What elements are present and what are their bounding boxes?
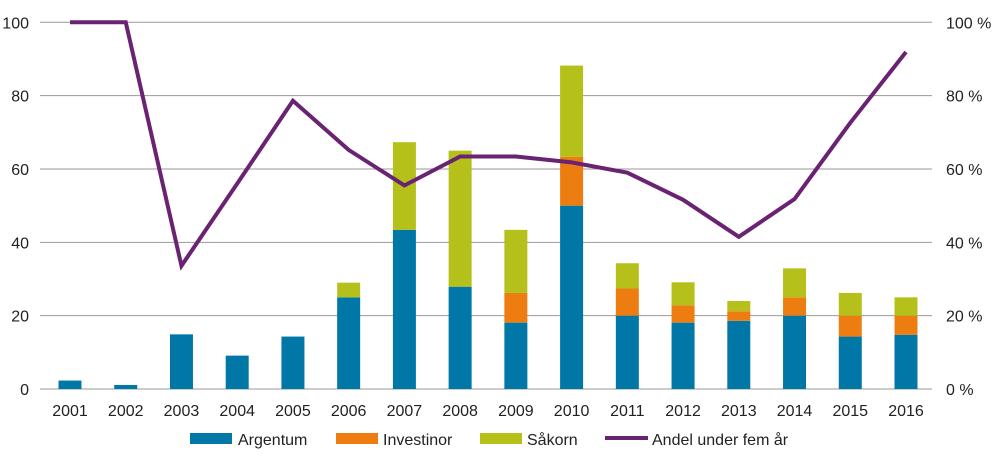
bar-argentum-2002 [114, 385, 137, 389]
legend-swatch-sakorn [480, 433, 522, 444]
bar-argentum-2012 [672, 323, 695, 389]
line-series [70, 22, 906, 266]
y-tick-label: 60 [11, 162, 29, 179]
y-axis-right: 0 % 20 % 40 % 60 % 80 % 100 % [946, 15, 991, 399]
bar-investinor-2014 [783, 297, 806, 315]
x-tick-label: 2016 [888, 403, 924, 420]
bar-argentum-2011 [616, 316, 639, 389]
y-axis-left: 0 20 40 60 80 100 [2, 15, 29, 399]
bar-skorn-2009 [504, 230, 527, 293]
bar-argentum-2009 [504, 323, 527, 389]
x-tick-label: 2003 [164, 403, 200, 420]
bar-argentum-2007 [393, 230, 416, 389]
x-tick-label: 2009 [498, 403, 534, 420]
bar-skorn-2016 [895, 297, 918, 315]
legend-label-sakorn: Såkorn [527, 431, 578, 449]
x-tick-label: 2015 [832, 403, 868, 420]
legend-swatch-argentum [190, 433, 232, 444]
bar-argentum-2013 [727, 321, 750, 389]
x-tick-label: 2014 [777, 403, 813, 420]
bar-skorn-2015 [839, 293, 862, 316]
bar-skorn-2008 [449, 151, 472, 287]
bar-argentum-2004 [226, 356, 249, 389]
y-tick-label: 80 [11, 89, 29, 106]
bar-skorn-2010 [560, 66, 583, 157]
x-tick-label: 2004 [219, 403, 255, 420]
bar-skorn-2013 [727, 301, 750, 311]
bar-investinor-2012 [672, 305, 695, 322]
bar-investinor-2015 [839, 316, 862, 337]
x-axis: 2001 2002 2003 2004 2005 2006 2007 2008 2009 2010… [52, 403, 924, 420]
bar-argentum-2001 [59, 381, 82, 389]
bar-skorn-2006 [337, 283, 360, 298]
bar-investinor-2009 [504, 293, 527, 323]
legend-swatch-investinor [336, 433, 378, 444]
y-tick-label: 20 [11, 309, 29, 326]
bar-argentum-2016 [895, 335, 918, 389]
x-tick-label: 2010 [554, 403, 590, 420]
bar-investinor-2016 [895, 316, 918, 335]
legend-label-argentum: Argentum [238, 432, 307, 449]
bar-investinor-2013 [727, 311, 750, 321]
bar-argentum-2003 [170, 334, 193, 389]
y2-tick-label: 60 % [946, 162, 982, 179]
y2-tick-label: 80 % [946, 89, 982, 106]
y2-tick-label: 100 % [946, 15, 991, 32]
bar-skorn-2011 [616, 263, 639, 288]
line-andel-under-fem-ar [70, 22, 906, 265]
x-tick-label: 2011 [610, 403, 645, 420]
bar-argentum-2005 [281, 337, 304, 389]
y2-tick-label: 0 % [946, 382, 974, 399]
y-tick-label: 0 [20, 382, 29, 399]
x-tick-label: 2002 [108, 403, 144, 420]
bars [59, 66, 918, 389]
x-tick-label: 2005 [275, 403, 311, 420]
bar-argentum-2015 [839, 337, 862, 389]
x-tick-label: 2008 [442, 403, 478, 420]
bar-skorn-2012 [672, 282, 695, 305]
x-tick-label: 2007 [387, 403, 423, 420]
bar-argentum-2008 [449, 287, 472, 389]
y2-tick-label: 40 % [946, 235, 982, 252]
x-tick-label: 2013 [721, 403, 757, 420]
x-tick-label: 2001 [52, 403, 88, 420]
bar-skorn-2014 [783, 268, 806, 297]
x-tick-label: 2012 [665, 403, 701, 420]
y-tick-label: 100 [2, 15, 29, 32]
bar-argentum-2014 [783, 316, 806, 389]
bar-investinor-2011 [616, 289, 639, 316]
bar-argentum-2010 [560, 206, 583, 389]
y2-tick-label: 20 % [946, 309, 982, 326]
bar-argentum-2006 [337, 297, 360, 389]
legend-label-andel: Andel under fem år [652, 431, 789, 449]
legend: Argentum Investinor Såkorn Andel under f… [190, 431, 789, 449]
x-tick-label: 2006 [331, 403, 367, 420]
legend-label-investinor: Investinor [383, 432, 453, 449]
y-tick-label: 40 [11, 235, 29, 252]
